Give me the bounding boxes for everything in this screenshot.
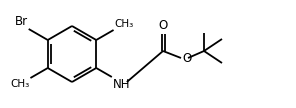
Text: NH: NH <box>113 78 130 91</box>
Text: O: O <box>158 19 168 32</box>
Text: O: O <box>182 52 191 64</box>
Text: Br: Br <box>15 15 28 28</box>
Text: CH₃: CH₃ <box>115 19 134 29</box>
Text: CH₃: CH₃ <box>10 79 29 89</box>
